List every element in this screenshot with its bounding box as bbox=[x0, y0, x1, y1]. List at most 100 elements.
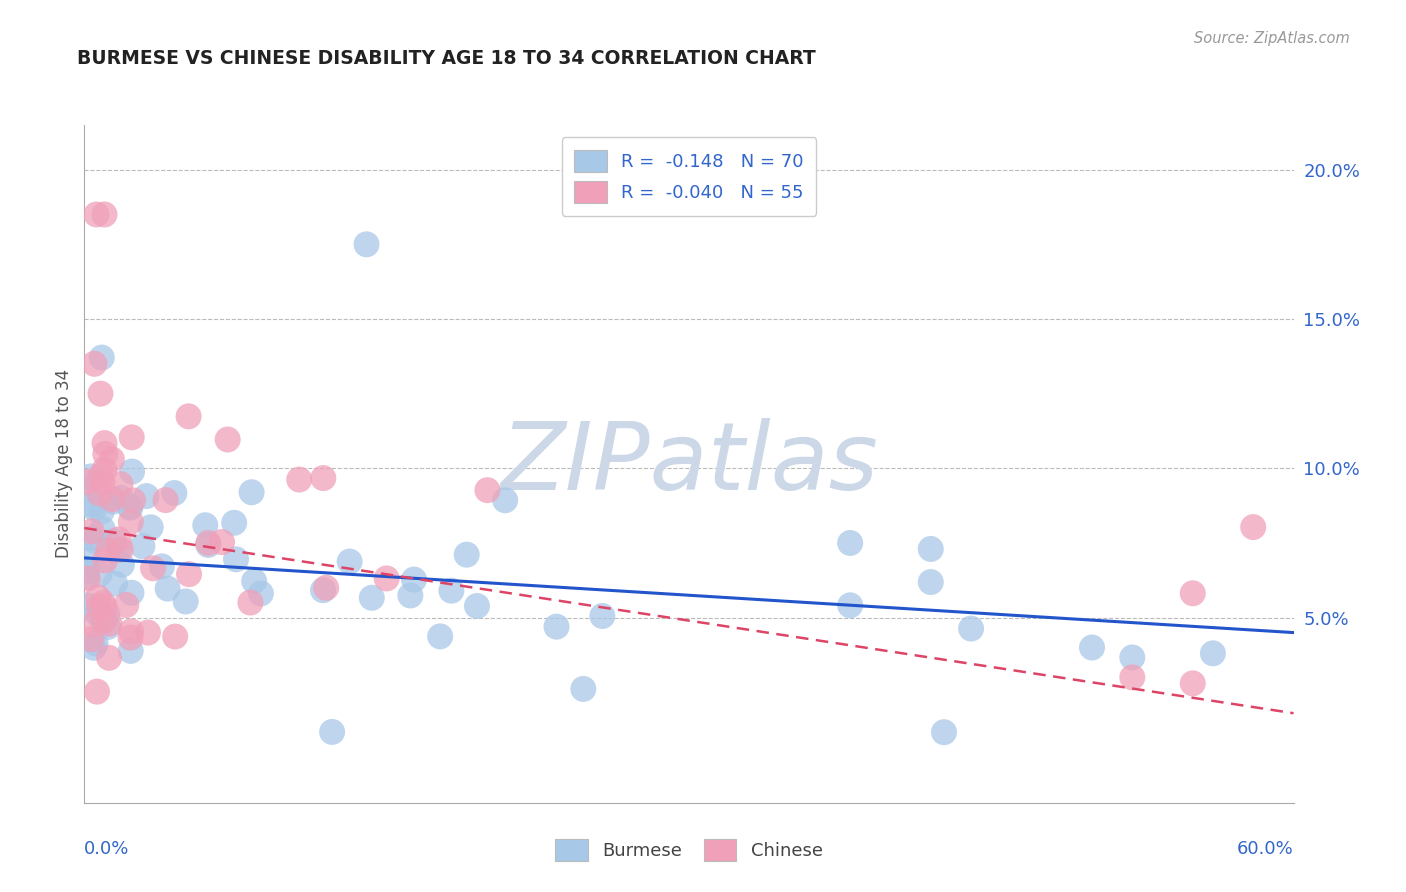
Point bbox=[321, 725, 343, 739]
Point bbox=[80, 524, 103, 539]
Point bbox=[315, 581, 337, 595]
Point bbox=[1181, 586, 1204, 600]
Point bbox=[312, 583, 335, 598]
Point bbox=[312, 471, 335, 485]
Text: 60.0%: 60.0% bbox=[1237, 840, 1294, 858]
Text: 0.0%: 0.0% bbox=[84, 840, 129, 858]
Point bbox=[1181, 676, 1204, 690]
Point bbox=[163, 486, 186, 500]
Point bbox=[93, 207, 115, 221]
Point bbox=[79, 482, 101, 496]
Point bbox=[131, 539, 153, 553]
Point bbox=[402, 573, 425, 587]
Point bbox=[91, 475, 114, 489]
Point bbox=[93, 436, 115, 450]
Point bbox=[93, 614, 115, 628]
Point bbox=[211, 535, 233, 549]
Point bbox=[87, 599, 110, 614]
Point bbox=[217, 433, 239, 447]
Point bbox=[591, 609, 613, 624]
Text: Source: ZipAtlas.com: Source: ZipAtlas.com bbox=[1194, 31, 1350, 46]
Point bbox=[101, 494, 124, 508]
Point bbox=[197, 536, 219, 550]
Y-axis label: Disability Age 18 to 34: Disability Age 18 to 34 bbox=[55, 369, 73, 558]
Point bbox=[101, 452, 124, 467]
Point bbox=[80, 531, 103, 545]
Point bbox=[121, 586, 143, 600]
Point bbox=[572, 681, 595, 696]
Point bbox=[87, 591, 110, 605]
Point bbox=[83, 640, 105, 655]
Point bbox=[224, 516, 246, 530]
Point bbox=[165, 630, 187, 644]
Point bbox=[89, 567, 111, 582]
Point bbox=[494, 493, 516, 508]
Point bbox=[174, 594, 197, 608]
Point bbox=[86, 207, 108, 221]
Point bbox=[120, 515, 142, 529]
Point bbox=[91, 596, 114, 610]
Point bbox=[122, 493, 145, 508]
Point bbox=[150, 559, 173, 574]
Point bbox=[429, 629, 451, 643]
Point bbox=[76, 549, 98, 564]
Point bbox=[75, 562, 97, 576]
Point bbox=[98, 616, 121, 631]
Point bbox=[1241, 520, 1264, 534]
Point bbox=[76, 564, 98, 578]
Point bbox=[120, 644, 142, 658]
Point bbox=[80, 469, 103, 483]
Point bbox=[91, 522, 114, 536]
Point bbox=[91, 614, 114, 628]
Point bbox=[107, 533, 129, 547]
Point bbox=[90, 504, 112, 518]
Point bbox=[239, 595, 262, 609]
Point bbox=[76, 572, 98, 586]
Point bbox=[120, 624, 142, 639]
Point bbox=[120, 631, 142, 645]
Text: BURMESE VS CHINESE DISABILITY AGE 18 TO 34 CORRELATION CHART: BURMESE VS CHINESE DISABILITY AGE 18 TO … bbox=[77, 49, 815, 68]
Point bbox=[139, 520, 162, 534]
Point bbox=[920, 575, 942, 590]
Point bbox=[98, 650, 121, 665]
Point bbox=[197, 538, 219, 552]
Point bbox=[288, 473, 311, 487]
Point bbox=[243, 574, 266, 589]
Point bbox=[1202, 646, 1225, 660]
Point bbox=[94, 447, 117, 461]
Point bbox=[177, 409, 200, 424]
Point bbox=[960, 622, 983, 636]
Point bbox=[111, 558, 134, 572]
Point bbox=[121, 465, 143, 479]
Point bbox=[1081, 640, 1104, 655]
Point bbox=[89, 486, 111, 500]
Point bbox=[375, 571, 398, 585]
Point bbox=[94, 553, 117, 567]
Point bbox=[240, 485, 263, 500]
Point bbox=[194, 518, 217, 533]
Point bbox=[80, 632, 103, 647]
Point bbox=[546, 620, 568, 634]
Point bbox=[83, 617, 105, 632]
Point bbox=[120, 500, 142, 515]
Point bbox=[89, 386, 111, 401]
Point bbox=[360, 591, 382, 605]
Point bbox=[399, 589, 422, 603]
Point bbox=[465, 599, 488, 613]
Point bbox=[82, 498, 104, 512]
Legend: Burmese, Chinese: Burmese, Chinese bbox=[548, 832, 830, 868]
Point bbox=[121, 430, 143, 444]
Point bbox=[155, 493, 177, 508]
Point bbox=[932, 725, 955, 739]
Text: ZIPatlas: ZIPatlas bbox=[501, 418, 877, 509]
Point bbox=[75, 569, 97, 583]
Point bbox=[97, 620, 120, 634]
Point bbox=[76, 599, 98, 613]
Point bbox=[356, 237, 378, 252]
Point bbox=[1121, 650, 1143, 665]
Point bbox=[156, 582, 179, 596]
Point bbox=[94, 600, 117, 615]
Point bbox=[83, 357, 105, 371]
Point bbox=[110, 491, 132, 505]
Point bbox=[225, 552, 247, 566]
